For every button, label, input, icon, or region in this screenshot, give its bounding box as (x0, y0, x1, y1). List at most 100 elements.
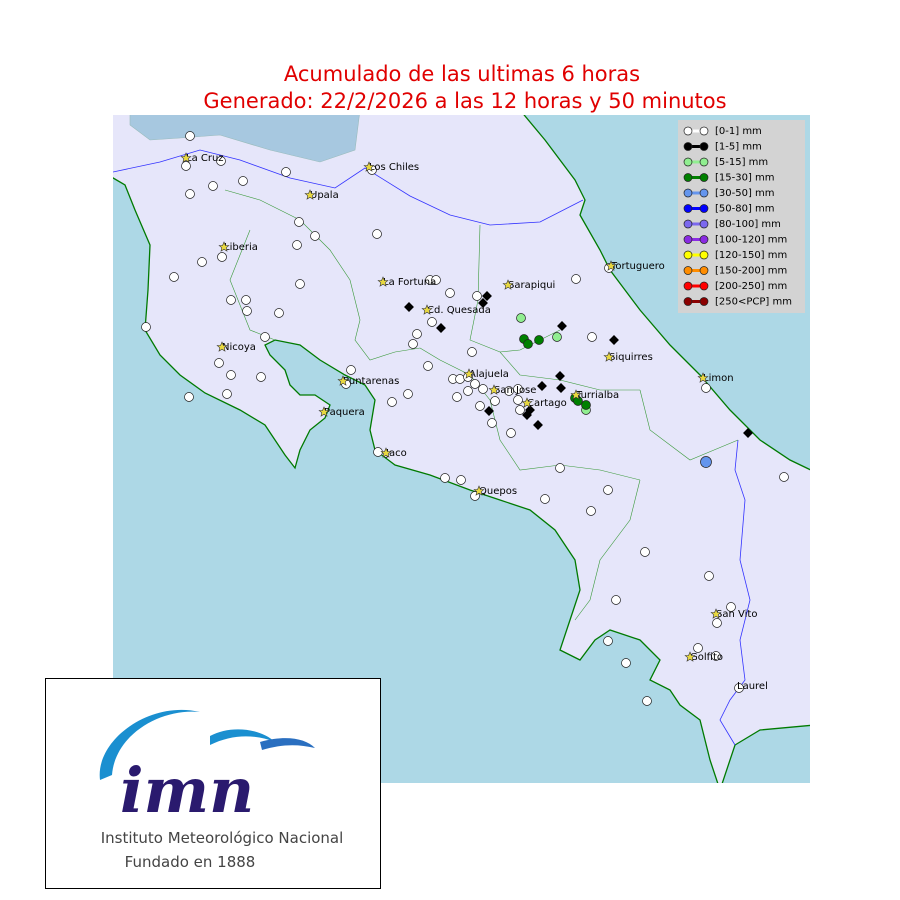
station (734, 683, 744, 693)
station (260, 332, 270, 342)
legend-label: [150-200] mm (715, 266, 787, 277)
station (586, 506, 596, 516)
station (456, 475, 466, 485)
logo-name: Instituto Meteorológico Nacional (101, 829, 344, 847)
station (169, 272, 179, 282)
station (533, 420, 543, 430)
station (581, 400, 591, 410)
legend-box (678, 120, 805, 313)
place-label: Siquirres (609, 352, 653, 363)
station (516, 313, 526, 323)
place-label: Laurel (737, 681, 768, 692)
title-line2: Generado: 22/2/2026 a las 12 horas y 50 … (203, 89, 726, 113)
station (214, 358, 224, 368)
station (217, 252, 227, 262)
station (611, 595, 621, 605)
station (184, 392, 194, 402)
station (403, 389, 413, 399)
station (281, 167, 291, 177)
legend-marker (683, 188, 693, 198)
place-label: Cd. Quesada (427, 305, 491, 316)
station (185, 189, 195, 199)
station (445, 288, 455, 298)
station (185, 131, 195, 141)
place-label: Jaco (385, 448, 407, 459)
pacific-ocean-east (721, 724, 810, 783)
station (642, 696, 652, 706)
legend-label: [80-100] mm (715, 219, 781, 230)
station (478, 298, 488, 308)
pacific-ocean (113, 177, 719, 783)
station (552, 332, 562, 342)
legend-marker (683, 235, 693, 244)
station (701, 383, 711, 393)
stations (141, 131, 789, 706)
legend-marker (683, 204, 693, 213)
station (693, 643, 703, 653)
legend-marker (699, 297, 709, 306)
legend-marker (699, 204, 709, 213)
station (640, 547, 650, 557)
border-nicaragua (113, 149, 584, 226)
legend-label: [0-1] mm (715, 126, 762, 137)
place-label: La Fortuna (383, 277, 436, 288)
station (256, 372, 266, 382)
legend-label: [5-15] mm (715, 157, 768, 168)
logo-founded: Fundado en 1888 (125, 853, 256, 871)
station (455, 374, 465, 384)
legend: [0-1] mm [1-5] mm [5-15] mm [15-30] mm [30-5… (678, 120, 805, 313)
legend-marker (699, 126, 709, 136)
legend-label: [50-80] mm (715, 204, 775, 215)
station (779, 472, 789, 482)
legend-marker (683, 126, 693, 136)
station (712, 618, 722, 628)
legend-marker (683, 219, 693, 229)
legend-marker (699, 219, 709, 229)
legend-label: [1-5] mm (715, 142, 762, 153)
legend-marker (699, 157, 709, 167)
station (197, 257, 207, 267)
place-label: Puntarenas (343, 376, 399, 387)
station (436, 323, 446, 333)
station (540, 494, 550, 504)
station (504, 386, 514, 396)
place-label: Golfito (690, 652, 723, 663)
place-label: Sarapiqui (508, 280, 555, 291)
station (226, 295, 236, 305)
place-label: Upala (310, 190, 339, 201)
station (490, 396, 500, 406)
station (523, 339, 533, 349)
place-label: Paquera (324, 407, 365, 418)
station (238, 176, 248, 186)
station (372, 229, 382, 239)
station (475, 401, 485, 411)
logo-box (45, 678, 381, 889)
station (222, 389, 232, 399)
legend-marker (683, 157, 693, 167)
place-label: Los Chiles (369, 162, 419, 173)
station (295, 279, 305, 289)
station (704, 571, 714, 581)
station (346, 365, 356, 375)
station (513, 395, 523, 405)
station (292, 240, 302, 250)
station (587, 332, 597, 342)
place-label: Limon (703, 373, 734, 384)
legend-marker (699, 173, 709, 182)
legend-marker (699, 250, 709, 260)
map: La Cruz Los Chiles Upala Liberia La Fort… (113, 115, 810, 783)
legend-label: [250<PCP] mm (715, 297, 792, 308)
station (534, 335, 544, 345)
place-label: Turrialba (575, 390, 619, 401)
station (181, 161, 191, 171)
station (431, 275, 441, 285)
station (216, 156, 226, 166)
station (555, 371, 565, 381)
place-label: Nicoya (222, 342, 256, 353)
place-label: San Jose (494, 385, 536, 396)
legend-marker (699, 266, 709, 275)
station (726, 602, 736, 612)
station (603, 636, 613, 646)
station (310, 231, 320, 241)
station (557, 321, 567, 331)
